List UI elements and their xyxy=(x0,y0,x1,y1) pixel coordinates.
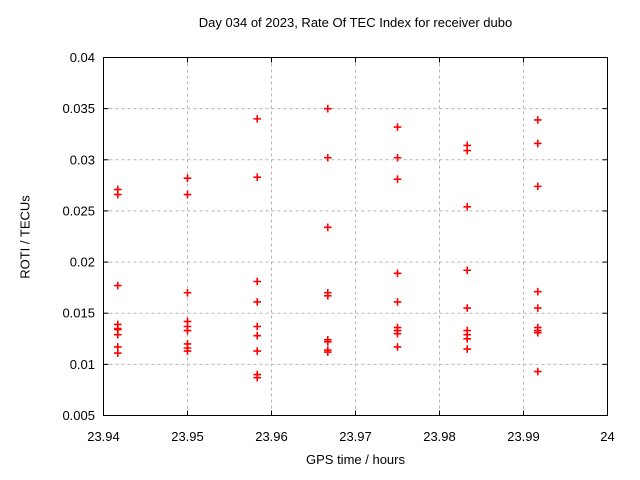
data-point xyxy=(113,349,122,357)
data-point xyxy=(253,347,262,355)
data-point xyxy=(113,281,122,290)
data-point xyxy=(183,174,192,182)
y-tick-label: 0.03 xyxy=(70,152,95,167)
data-point xyxy=(463,345,472,353)
x-tick-label: 23.95 xyxy=(171,429,204,444)
data-point xyxy=(323,153,332,162)
y-tick-label: 0.005 xyxy=(62,408,95,423)
data-point xyxy=(463,266,472,275)
data-point xyxy=(533,328,542,337)
data-point xyxy=(253,115,262,123)
y-tick-labels: 0.005 0.01 0.015 0.02 0.025 0.03 0.035 0.04 xyxy=(62,50,95,423)
data-point xyxy=(393,123,402,131)
data-point xyxy=(463,334,472,343)
y-tick-label: 0.015 xyxy=(62,306,95,321)
data-point xyxy=(113,330,122,339)
data-point xyxy=(463,304,472,312)
data-point xyxy=(393,269,402,278)
data-point xyxy=(393,298,402,306)
x-tick-label: 23.98 xyxy=(423,429,456,444)
plot-border xyxy=(103,57,608,416)
y-tick-label: 0.02 xyxy=(70,255,95,270)
data-point xyxy=(323,104,332,113)
data-point xyxy=(253,373,262,382)
data-point xyxy=(533,139,542,148)
data-point xyxy=(253,173,262,181)
data-point xyxy=(533,304,542,312)
data-point xyxy=(463,146,472,155)
data-point xyxy=(183,326,192,335)
tick-marks xyxy=(103,57,608,416)
x-tick-label: 23.96 xyxy=(255,429,288,444)
data-point xyxy=(533,182,542,191)
x-tick-label: 23.97 xyxy=(339,429,372,444)
data-point xyxy=(533,116,542,124)
data-point xyxy=(533,367,542,376)
y-tick-label: 0.035 xyxy=(62,101,95,116)
data-point xyxy=(323,223,332,232)
x-tick-labels: 23.94 23.95 23.96 23.97 23.98 23.99 24 xyxy=(87,429,615,444)
x-axis-label: GPS time / hours xyxy=(306,452,405,467)
data-point xyxy=(393,175,402,184)
y-tick-label: 0.025 xyxy=(62,203,95,218)
data-point xyxy=(393,329,402,338)
data-point xyxy=(183,288,192,297)
data-point xyxy=(253,277,262,286)
data-point xyxy=(323,348,332,356)
data-points xyxy=(113,104,542,382)
data-point xyxy=(393,153,402,162)
grid-lines xyxy=(103,57,608,416)
x-tick-label: 23.94 xyxy=(87,429,120,444)
data-point xyxy=(183,347,192,355)
data-point xyxy=(113,190,122,199)
chart-title: Day 034 of 2023, Rate Of TEC Index for r… xyxy=(198,15,513,30)
x-tick-label: 23.99 xyxy=(507,429,540,444)
data-point xyxy=(253,331,262,340)
data-point xyxy=(533,287,542,296)
data-point xyxy=(183,190,192,199)
data-point xyxy=(323,292,332,300)
y-tick-label: 0.04 xyxy=(70,50,95,65)
y-tick-label: 0.01 xyxy=(70,357,95,372)
data-point xyxy=(253,298,262,306)
data-point xyxy=(253,322,262,331)
data-point xyxy=(463,203,472,211)
data-point xyxy=(393,343,402,351)
x-tick-label: 24 xyxy=(600,429,614,444)
data-point xyxy=(323,338,332,346)
